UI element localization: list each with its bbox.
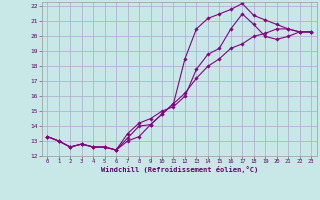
X-axis label: Windchill (Refroidissement éolien,°C): Windchill (Refroidissement éolien,°C) — [100, 166, 258, 173]
